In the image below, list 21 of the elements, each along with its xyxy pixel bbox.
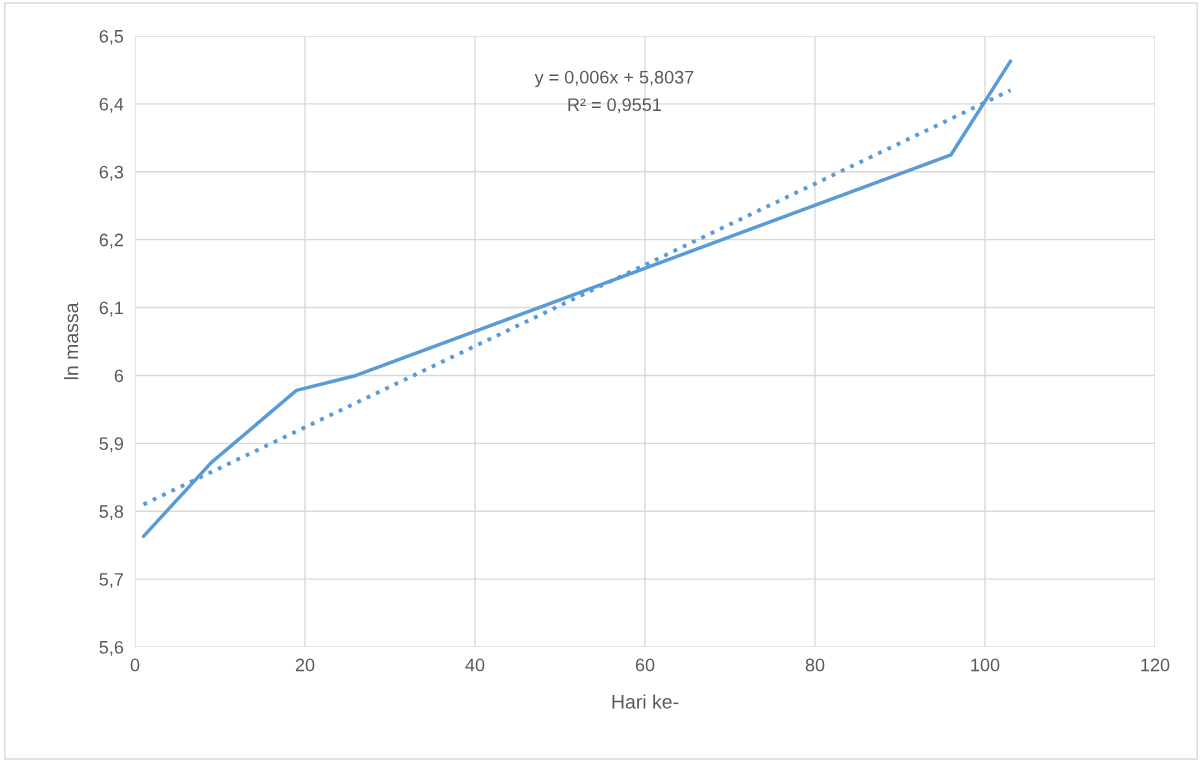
y-tick-label: 6,1 <box>99 301 124 317</box>
x-axis-title: Hari ke- <box>612 694 679 709</box>
x-tick-label: 100 <box>971 658 1000 672</box>
y-tick-label: 5,6 <box>99 640 124 656</box>
y-tick-label: 6,5 <box>99 29 124 45</box>
x-tick-label: 80 <box>805 658 825 672</box>
y-tick-label: 6,3 <box>99 165 124 181</box>
y-axis-title: ln massa <box>64 302 79 380</box>
y-tick-label: 6,4 <box>99 97 124 113</box>
y-tick-label: 5,8 <box>99 505 124 521</box>
y-tick-label: 5,9 <box>99 437 124 453</box>
x-tick-label: 40 <box>465 658 485 672</box>
x-tick-label: 20 <box>295 658 315 672</box>
y-tick-label: 5,7 <box>99 573 123 588</box>
annotation: y = 0,006x + 5,8037 <box>534 70 694 88</box>
x-tick-label: 60 <box>635 658 655 672</box>
y-tick-label: 6,2 <box>99 233 123 249</box>
x-tick-label: 0 <box>130 658 140 672</box>
x-tick-label: 120 <box>1141 658 1170 672</box>
y-tick-label: 6 <box>114 369 124 383</box>
annotation: R² = 0,9551 <box>568 98 661 114</box>
